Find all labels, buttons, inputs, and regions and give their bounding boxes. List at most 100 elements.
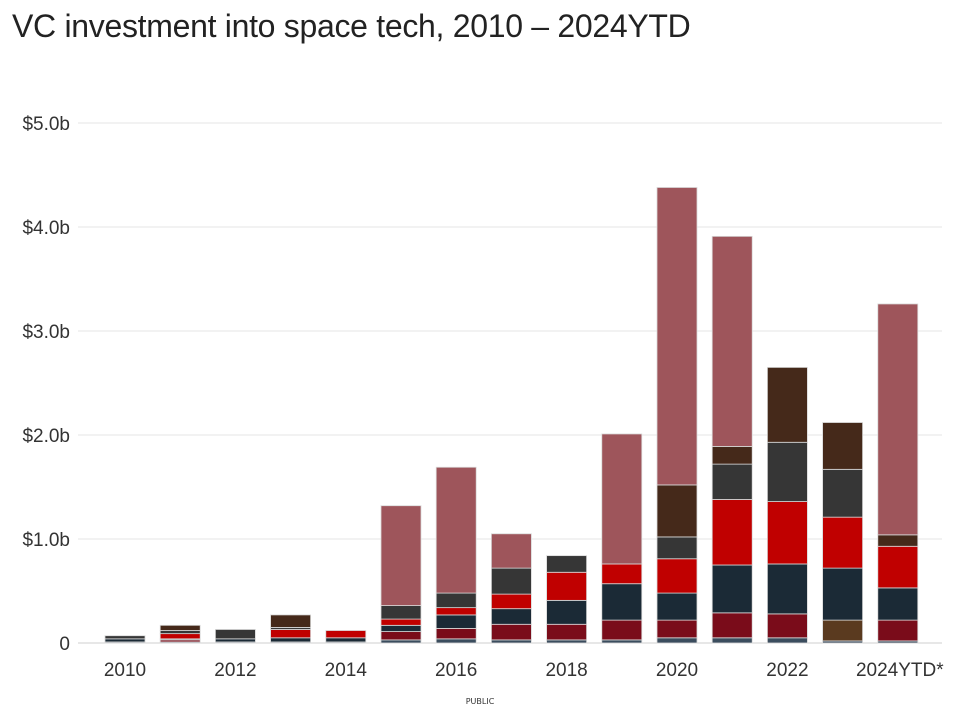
bar-segment [325, 637, 367, 643]
bar-segment [656, 558, 698, 594]
bar-segment [767, 637, 808, 644]
bar-stack-2019 [601, 433, 643, 644]
bar-segment [490, 623, 532, 641]
bar-segment [656, 484, 698, 538]
bar-segment [380, 631, 422, 641]
x-tick-label: 2024YTD* [856, 660, 944, 681]
bar-segment [270, 614, 312, 628]
bar-segment [214, 629, 256, 640]
y-tick-label: $5.0b [22, 114, 70, 135]
bar-segment [601, 583, 643, 621]
bar-segment [546, 555, 587, 573]
bar-segment [435, 628, 477, 640]
bar-segment [214, 638, 256, 643]
bar-segment [877, 303, 919, 536]
bar-stack-2018 [546, 555, 587, 644]
bar-segment [711, 235, 753, 447]
bar-segment [380, 624, 422, 632]
y-tick-label: $3.0b [22, 322, 70, 343]
y-tick-label: 0 [59, 634, 70, 655]
bar-segment [601, 639, 643, 644]
bar-stack-2017 [490, 533, 532, 644]
bar-segment [435, 592, 477, 609]
bar-segment [490, 593, 532, 610]
bar-stack-2021 [711, 235, 753, 644]
bar-segment [159, 630, 201, 635]
x-tick-label: 2016 [435, 660, 477, 681]
bar-segment [104, 638, 146, 643]
bar-segment [159, 633, 201, 640]
bar-segment [822, 567, 863, 621]
bar-segment [435, 638, 477, 644]
bar-segment [656, 619, 698, 639]
x-axis-labels: 2010 2012 2014 2016 2018 2020 2022 2024YTD* [104, 660, 944, 681]
bar-segment [546, 599, 587, 625]
y-tick-label: $4.0b [22, 218, 70, 239]
bar-segment [380, 505, 422, 606]
bar-segment [711, 637, 753, 644]
bar-stack-2016 [435, 466, 477, 644]
bar-segment [711, 564, 753, 614]
bar-stack-2020 [656, 187, 698, 644]
bar-segment [270, 637, 312, 643]
bar-stack-2023 [822, 422, 863, 644]
bar-segment [380, 605, 422, 620]
y-tick-label: $1.0b [22, 530, 70, 551]
bar-segment [656, 187, 698, 486]
bar-segment [822, 516, 863, 569]
bar-stack-2011 [159, 624, 201, 644]
bar-stack-2014 [325, 630, 367, 644]
bar-segment [656, 536, 698, 560]
bar-stack-2012 [214, 629, 256, 644]
bar-segment [877, 619, 919, 642]
bar-segment [490, 639, 532, 644]
x-tick-label: 2014 [325, 660, 368, 681]
x-tick-label: 2010 [104, 660, 146, 681]
bar-segment [767, 613, 808, 639]
x-tick-label: 2022 [766, 660, 808, 681]
bar-segment [877, 534, 919, 547]
bar-segment [711, 612, 753, 639]
bar-segment [380, 618, 422, 626]
bar-segment [767, 501, 808, 565]
bar-segment [656, 637, 698, 644]
bar-segment [270, 629, 312, 639]
bar-segment [767, 441, 808, 502]
bar-segment [546, 639, 587, 644]
bar-segment [767, 366, 808, 443]
bar-segment [711, 499, 753, 566]
bar-segment [325, 630, 367, 639]
bar-segment [380, 639, 422, 644]
bar-segment [656, 592, 698, 621]
bar-segment [435, 466, 477, 594]
bar-segment [546, 571, 587, 601]
bar-stack-2013 [270, 614, 312, 644]
bar-segment [435, 607, 477, 616]
bar-stack-2024YTD* [877, 303, 919, 644]
bar-segment [711, 463, 753, 500]
bar-segment [877, 587, 919, 621]
bar-segment [601, 619, 643, 641]
y-axis-labels: 0 $1.0b $2.0b $3.0b $4.0b $5.0b [22, 114, 70, 655]
y-tick-label: $2.0b [22, 426, 70, 447]
bar-stacks [104, 187, 919, 644]
bar-segment [490, 567, 532, 595]
bar-segment [822, 468, 863, 518]
bar-segment [435, 614, 477, 629]
x-tick-label: 2018 [545, 660, 587, 681]
chart-title: VC investment into space tech, 2010 – 20… [12, 8, 691, 44]
bar-stack-2022 [767, 366, 808, 644]
bar-stack-2010 [104, 635, 146, 644]
bar-segment [159, 624, 201, 631]
x-tick-label: 2020 [656, 660, 698, 681]
bar-segment [822, 619, 863, 642]
bar-segment [490, 608, 532, 625]
bar-segment [877, 545, 919, 589]
bar-segment [767, 563, 808, 615]
classification-label: PUBLIC [465, 697, 495, 706]
bar-segment [601, 433, 643, 565]
bar-segment [490, 533, 532, 569]
bar-stack-2015 [380, 505, 422, 644]
x-tick-label: 2012 [214, 660, 256, 681]
